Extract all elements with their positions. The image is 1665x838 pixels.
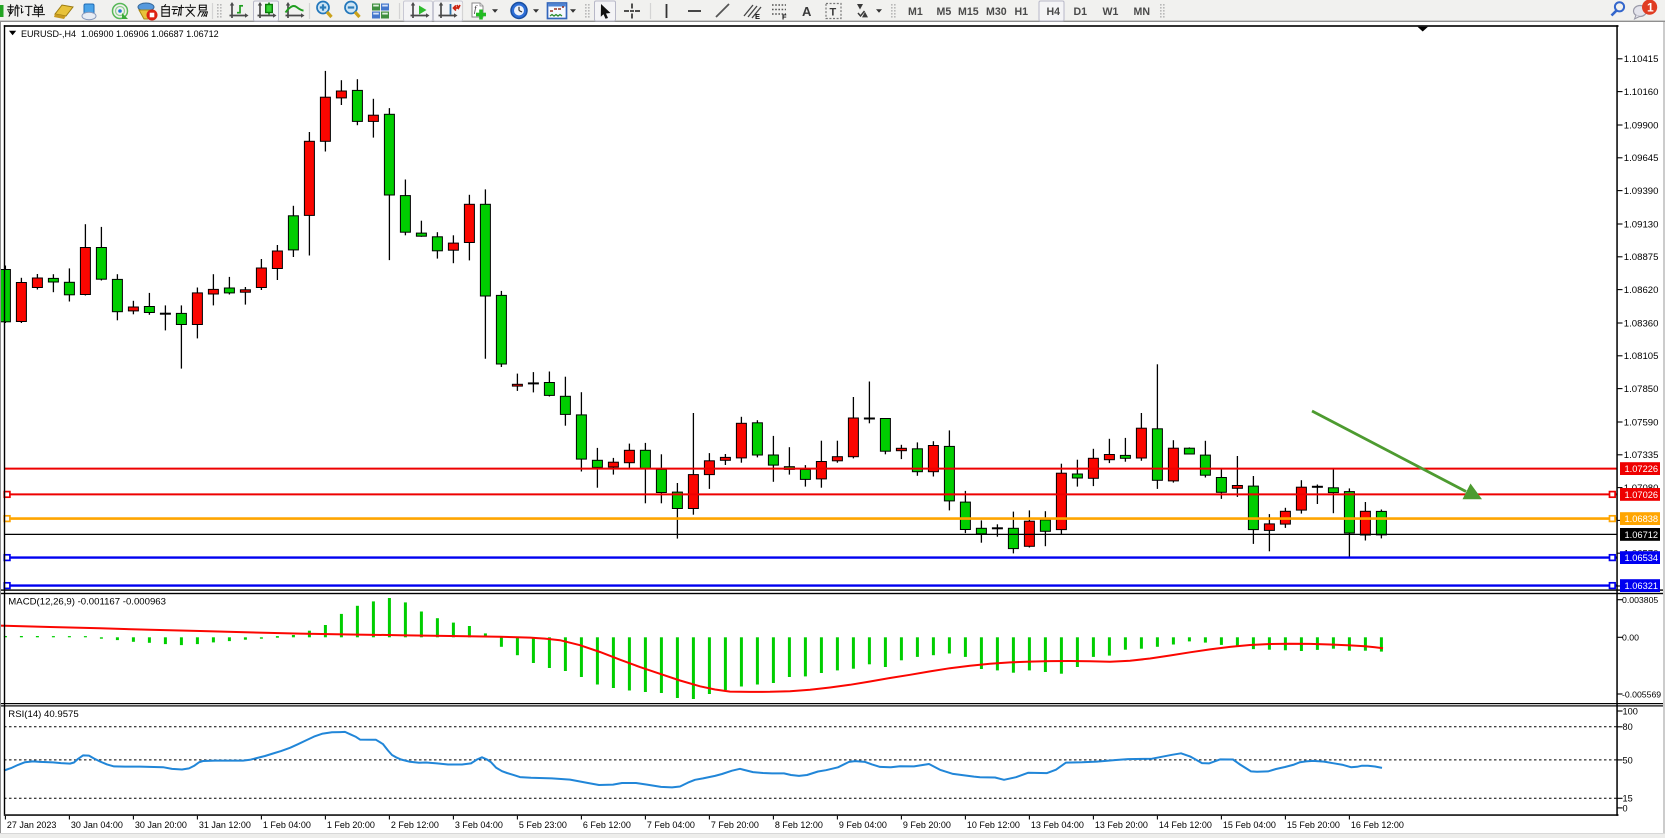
svg-text:13 Feb 04:00: 13 Feb 04:00 [1031,820,1084,830]
svg-text:1.08620: 1.08620 [1624,285,1659,296]
svg-text:MN: MN [1134,6,1150,18]
svg-text:1.07590: 1.07590 [1624,417,1659,428]
svg-text:-0.005569: -0.005569 [1622,689,1661,699]
svg-text:0: 0 [1623,803,1628,813]
svg-text:1.06534: 1.06534 [1625,553,1659,563]
svg-text:1: 1 [1647,1,1654,15]
svg-text:1.08105: 1.08105 [1624,351,1659,362]
svg-text:1.08875: 1.08875 [1624,252,1659,263]
svg-text:1.10160: 1.10160 [1624,87,1659,98]
svg-text:9 Feb 04:00: 9 Feb 04:00 [839,820,887,830]
svg-text:1.09130: 1.09130 [1624,219,1659,230]
svg-text:5 Feb 23:00: 5 Feb 23:00 [519,820,567,830]
svg-text:6 Feb 12:00: 6 Feb 12:00 [583,820,631,830]
svg-text:M15: M15 [958,6,979,18]
svg-text:30 Jan 20:00: 30 Jan 20:00 [135,820,187,830]
svg-text:1 Feb 04:00: 1 Feb 04:00 [263,820,311,830]
svg-text:1 Feb 20:00: 1 Feb 20:00 [327,820,375,830]
svg-text:f: f [474,4,478,14]
svg-text:F: F [782,13,787,22]
svg-text:31 Jan 12:00: 31 Jan 12:00 [199,820,251,830]
svg-text:1.07026: 1.07026 [1625,490,1659,500]
svg-text:H4: H4 [1047,6,1061,18]
svg-text:H1: H1 [1015,6,1029,18]
svg-text:1.07335: 1.07335 [1624,450,1659,461]
svg-text:80: 80 [1623,722,1633,732]
svg-text:A: A [802,4,812,19]
svg-text:1.08360: 1.08360 [1624,318,1659,329]
svg-text:0.00: 0.00 [1622,633,1639,643]
svg-text:1.09645: 1.09645 [1624,153,1659,164]
svg-text:13 Feb 20:00: 13 Feb 20:00 [1095,820,1148,830]
svg-text:16 Feb 12:00: 16 Feb 12:00 [1351,820,1404,830]
svg-text:1.09900: 1.09900 [1624,120,1659,131]
svg-text:0.003805: 0.003805 [1622,595,1658,605]
svg-text:D1: D1 [1074,6,1088,18]
svg-text:15 Feb 04:00: 15 Feb 04:00 [1223,820,1276,830]
svg-text:1.06321: 1.06321 [1625,581,1659,591]
svg-text:M30: M30 [986,6,1007,18]
svg-text:27 Jan 2023: 27 Jan 2023 [7,820,57,830]
svg-text:1.10415: 1.10415 [1624,54,1659,65]
svg-text:E: E [755,12,760,21]
svg-text:14 Feb 12:00: 14 Feb 12:00 [1159,820,1212,830]
svg-text:T: T [830,7,837,19]
svg-text:MACD(12,26,9) -0.001167 -0.000: MACD(12,26,9) -0.001167 -0.000963 [8,596,166,607]
svg-text:7 Feb 20:00: 7 Feb 20:00 [711,820,759,830]
svg-text:15: 15 [1623,794,1633,804]
svg-text:1.07850: 1.07850 [1624,384,1659,395]
svg-text:1.07226: 1.07226 [1625,464,1659,474]
svg-text:50: 50 [1623,755,1633,765]
svg-text:100: 100 [1623,706,1638,716]
svg-text:30 Jan 04:00: 30 Jan 04:00 [71,820,123,830]
svg-text:9 Feb 20:00: 9 Feb 20:00 [903,820,951,830]
svg-text:1.06838: 1.06838 [1625,514,1659,524]
svg-text:2 Feb 12:00: 2 Feb 12:00 [391,820,439,830]
svg-text:EURUSD-,H4 1.06900 1.06906 1.: EURUSD-,H4 1.06900 1.06906 1.06687 1.067… [21,29,219,39]
svg-text:3 Feb 04:00: 3 Feb 04:00 [455,820,503,830]
svg-text:1.06712: 1.06712 [1625,530,1659,540]
svg-text:15 Feb 20:00: 15 Feb 20:00 [1287,820,1340,830]
svg-text:W1: W1 [1103,6,1119,18]
svg-text:7 Feb 04:00: 7 Feb 04:00 [647,820,695,830]
svg-text:RSI(14) 40.9575: RSI(14) 40.9575 [8,709,78,720]
svg-text:1.09390: 1.09390 [1624,186,1659,197]
svg-text:10 Feb 12:00: 10 Feb 12:00 [967,820,1020,830]
svg-text:M5: M5 [937,6,952,18]
svg-text:8 Feb 12:00: 8 Feb 12:00 [775,820,823,830]
svg-text:M1: M1 [908,6,923,18]
